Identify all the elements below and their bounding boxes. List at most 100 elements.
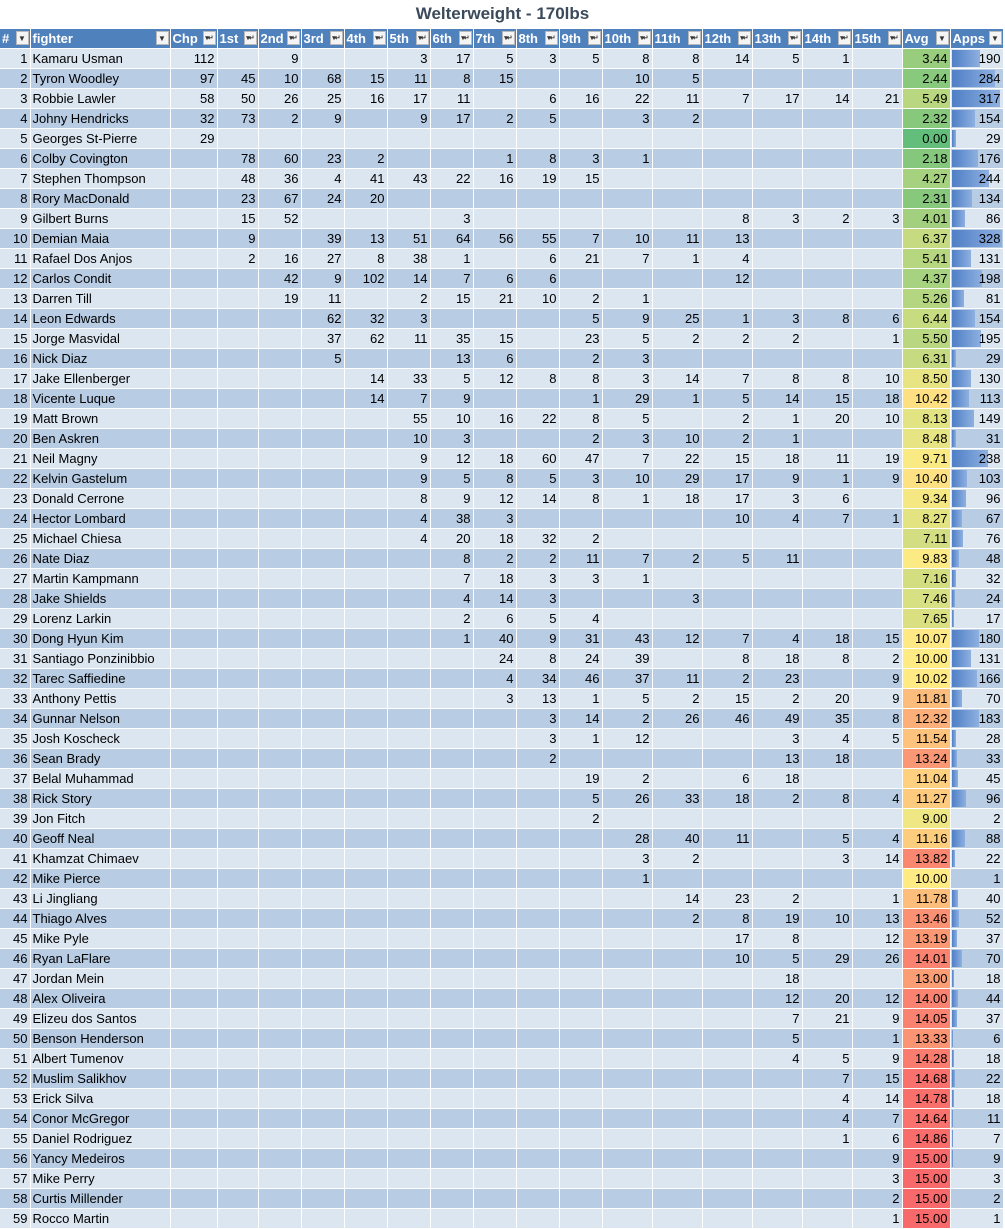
round-count-cell[interactable]: 2 <box>258 108 302 129</box>
round-count-cell[interactable]: 8 <box>559 408 603 429</box>
round-count-cell[interactable] <box>301 828 345 849</box>
round-count-cell[interactable] <box>387 748 431 769</box>
round-count-cell[interactable] <box>752 568 803 589</box>
round-count-cell[interactable]: 9 <box>217 228 259 249</box>
round-count-cell[interactable] <box>702 748 753 769</box>
round-count-cell[interactable]: 1 <box>430 628 474 649</box>
round-count-cell[interactable] <box>217 748 259 769</box>
round-count-cell[interactable]: 16 <box>473 168 517 189</box>
fighter-cell[interactable]: Mike Pyle <box>30 928 171 949</box>
rank-cell[interactable]: 56 <box>0 1148 31 1169</box>
round-count-cell[interactable] <box>217 1108 259 1129</box>
round-count-cell[interactable]: 62 <box>344 328 388 349</box>
round-count-cell[interactable]: 6 <box>802 488 853 509</box>
avg-cell[interactable]: 9.71 <box>902 448 951 469</box>
round-count-cell[interactable] <box>344 1188 388 1209</box>
round-count-cell[interactable] <box>559 828 603 849</box>
round-count-cell[interactable] <box>652 288 703 309</box>
fighter-cell[interactable]: Tyron Woodley <box>30 68 171 89</box>
round-count-cell[interactable] <box>217 768 259 789</box>
round-count-cell[interactable]: 55 <box>387 408 431 429</box>
round-count-cell[interactable] <box>344 48 388 69</box>
round-count-cell[interactable]: 4 <box>702 248 753 269</box>
round-count-cell[interactable]: 4 <box>802 1088 853 1109</box>
round-count-cell[interactable] <box>258 1048 302 1069</box>
round-count-cell[interactable]: 7 <box>602 248 653 269</box>
round-count-cell[interactable] <box>516 128 560 149</box>
round-count-cell[interactable]: 35 <box>430 328 474 349</box>
round-count-cell[interactable] <box>301 668 345 689</box>
round-count-cell[interactable]: 5 <box>752 48 803 69</box>
round-count-cell[interactable] <box>516 1208 560 1229</box>
rank-cell[interactable]: 23 <box>0 488 31 509</box>
apps-cell[interactable]: 17 <box>950 608 1004 629</box>
fighter-cell[interactable]: Lorenz Larkin <box>30 608 171 629</box>
apps-cell[interactable]: 244 <box>950 168 1004 189</box>
round-count-cell[interactable] <box>752 228 803 249</box>
round-count-cell[interactable]: 14 <box>852 1088 903 1109</box>
round-count-cell[interactable]: 1 <box>559 728 603 749</box>
round-count-cell[interactable] <box>258 368 302 389</box>
round-count-cell[interactable]: 10 <box>258 68 302 89</box>
rank-cell[interactable]: 48 <box>0 988 31 1009</box>
apps-cell[interactable]: 284 <box>950 68 1004 89</box>
round-count-cell[interactable]: 2 <box>516 748 560 769</box>
round-count-cell[interactable]: 3 <box>516 728 560 749</box>
rank-cell[interactable]: 9 <box>0 208 31 229</box>
round-count-cell[interactable] <box>170 1068 218 1089</box>
round-count-cell[interactable] <box>652 1128 703 1149</box>
round-count-cell[interactable]: 3 <box>852 1168 903 1189</box>
fighter-cell[interactable]: Rick Story <box>30 788 171 809</box>
round-count-cell[interactable] <box>752 268 803 289</box>
fighter-cell[interactable]: Rory MacDonald <box>30 188 171 209</box>
apps-cell[interactable]: 37 <box>950 1008 1004 1029</box>
round-count-cell[interactable]: 1 <box>852 1028 903 1049</box>
round-count-cell[interactable] <box>258 628 302 649</box>
round-count-cell[interactable] <box>852 488 903 509</box>
round-count-cell[interactable]: 14 <box>702 48 753 69</box>
round-count-cell[interactable] <box>802 928 853 949</box>
fighter-cell[interactable]: Jake Ellenberger <box>30 368 171 389</box>
round-count-cell[interactable]: 1 <box>802 48 853 69</box>
round-count-cell[interactable] <box>702 968 753 989</box>
round-count-cell[interactable] <box>217 928 259 949</box>
round-count-cell[interactable]: 5 <box>752 1028 803 1049</box>
round-count-cell[interactable]: 11 <box>430 88 474 109</box>
fighter-cell[interactable]: Rocco Martin <box>30 1208 171 1229</box>
round-count-cell[interactable]: 11 <box>752 548 803 569</box>
round-count-cell[interactable] <box>702 528 753 549</box>
avg-cell[interactable]: 13.33 <box>902 1028 951 1049</box>
round-count-cell[interactable] <box>344 688 388 709</box>
round-count-cell[interactable]: 102 <box>344 268 388 289</box>
round-count-cell[interactable] <box>170 708 218 729</box>
round-count-cell[interactable] <box>652 1068 703 1089</box>
round-count-cell[interactable] <box>258 748 302 769</box>
round-count-cell[interactable] <box>430 768 474 789</box>
round-count-cell[interactable]: 7 <box>802 508 853 529</box>
sort-filter-icon[interactable]: ▾↵ <box>637 31 651 45</box>
round-count-cell[interactable]: 1 <box>652 388 703 409</box>
round-count-cell[interactable] <box>802 1148 853 1169</box>
fighter-cell[interactable]: Li Jingliang <box>30 888 171 909</box>
round-count-cell[interactable] <box>170 408 218 429</box>
round-count-cell[interactable] <box>473 768 517 789</box>
round-count-cell[interactable]: 17 <box>387 88 431 109</box>
round-count-cell[interactable] <box>217 408 259 429</box>
rank-cell[interactable]: 17 <box>0 368 31 389</box>
round-count-cell[interactable]: 1 <box>602 288 653 309</box>
round-count-cell[interactable] <box>258 568 302 589</box>
round-count-cell[interactable]: 18 <box>802 748 853 769</box>
round-count-cell[interactable]: 2 <box>802 208 853 229</box>
round-count-cell[interactable]: 15 <box>473 328 517 349</box>
round-count-cell[interactable] <box>702 868 753 889</box>
round-count-cell[interactable] <box>752 148 803 169</box>
round-count-cell[interactable]: 41 <box>344 168 388 189</box>
round-count-cell[interactable]: 34 <box>516 668 560 689</box>
round-count-cell[interactable] <box>516 1068 560 1089</box>
round-count-cell[interactable] <box>473 848 517 869</box>
round-count-cell[interactable] <box>344 488 388 509</box>
apps-cell[interactable]: 81 <box>950 288 1004 309</box>
avg-cell[interactable]: 10.42 <box>902 388 951 409</box>
round-count-cell[interactable]: 1 <box>602 568 653 589</box>
round-count-cell[interactable] <box>602 948 653 969</box>
